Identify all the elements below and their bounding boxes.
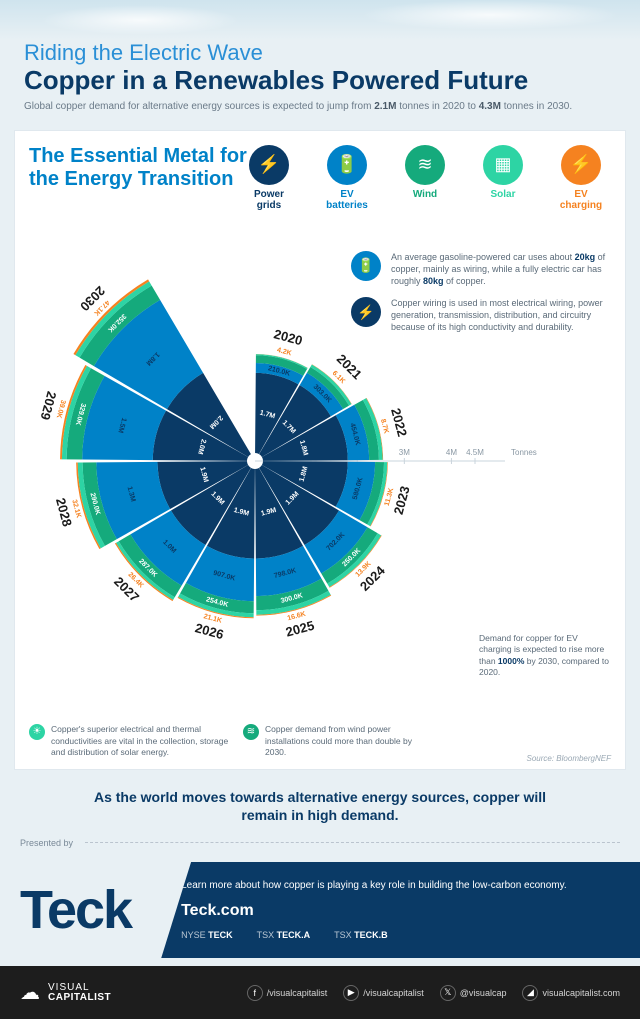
- presented-by: Presented by: [0, 832, 640, 854]
- social-item[interactable]: f/visualcapitalist: [247, 985, 328, 1001]
- title-bold: Copper in a Renewables Powered Future: [24, 66, 616, 95]
- footer: ☁ VISUAL CAPITALIST f/visualcapitalist ▶/…: [0, 966, 640, 1019]
- year-label: 2020: [272, 326, 304, 348]
- ticker: TSX TECK.B: [334, 929, 388, 943]
- ev-charging-callout: Demand for copper for EV charging is exp…: [479, 633, 609, 679]
- legend-icon: 🔋: [327, 145, 367, 185]
- callout-icon: ≋: [243, 724, 259, 740]
- card-title: The Essential Metal for the Energy Trans…: [29, 145, 249, 191]
- ticker: TSX TECK.A: [257, 929, 311, 943]
- svg-text:4.2K: 4.2K: [276, 346, 292, 357]
- teck-logo: Teck: [20, 879, 161, 941]
- legend-icon: ⚡: [249, 145, 289, 185]
- footer-social: f/visualcapitalist ▶/visualcapitalist 𝕏@vi…: [239, 985, 620, 1001]
- social-item[interactable]: ◢visualcapitalist.com: [522, 985, 620, 1001]
- year-label: 2022: [388, 406, 410, 438]
- title-light: Riding the Electric Wave: [24, 40, 616, 66]
- source-label: Source: BloombergNEF: [527, 754, 611, 763]
- svg-text:8.7K: 8.7K: [379, 418, 390, 434]
- main-card: The Essential Metal for the Energy Trans…: [14, 130, 626, 770]
- callout: ☀ Copper's superior electrical and therma…: [29, 724, 229, 758]
- svg-text:4M: 4M: [446, 448, 457, 457]
- legend-icon: ▦: [483, 145, 523, 185]
- callout-text: Copper demand from wind power installati…: [265, 724, 423, 758]
- callout-text: Copper's superior electrical and thermal…: [51, 724, 229, 758]
- teck-tickers: NYSE TECK TSX TECK.A TSX TECK.B: [181, 929, 620, 943]
- social-item[interactable]: ▶/visualcapitalist: [343, 985, 424, 1001]
- sky-decoration: [0, 0, 640, 40]
- svg-text:3M: 3M: [399, 448, 410, 457]
- legend-icon: ⚡: [561, 145, 601, 185]
- ticker: NYSE TECK: [181, 929, 233, 943]
- teck-blurb: Learn more about how copper is playing a…: [181, 878, 620, 893]
- visual-capitalist-logo: ☁ VISUAL CAPITALIST: [20, 980, 111, 1005]
- legend-icon: ≋: [405, 145, 445, 185]
- svg-text:Tonnes: Tonnes: [511, 448, 537, 457]
- subtitle: Global copper demand for alternative ene…: [24, 101, 616, 112]
- teck-block: Teck Learn more about how copper is play…: [0, 854, 640, 967]
- social-item[interactable]: 𝕏@visualcap: [440, 985, 507, 1001]
- svg-text:4.5M: 4.5M: [466, 448, 484, 457]
- teck-panel: Learn more about how copper is playing a…: [161, 862, 640, 959]
- vc-logo-icon: ☁: [20, 980, 40, 1005]
- promo-text: As the world moves towards alternative e…: [0, 780, 640, 832]
- bottom-callouts: ☀ Copper's superior electrical and therma…: [29, 724, 611, 758]
- legend-label: Solar: [473, 189, 533, 200]
- callout: ≋ Copper demand from wind power installat…: [243, 724, 423, 758]
- callout-icon: ☀: [29, 724, 45, 740]
- teck-site[interactable]: Teck.com: [181, 899, 620, 923]
- header: Riding the Electric Wave Copper in a Ren…: [0, 40, 640, 120]
- legend-label: Wind: [395, 189, 455, 200]
